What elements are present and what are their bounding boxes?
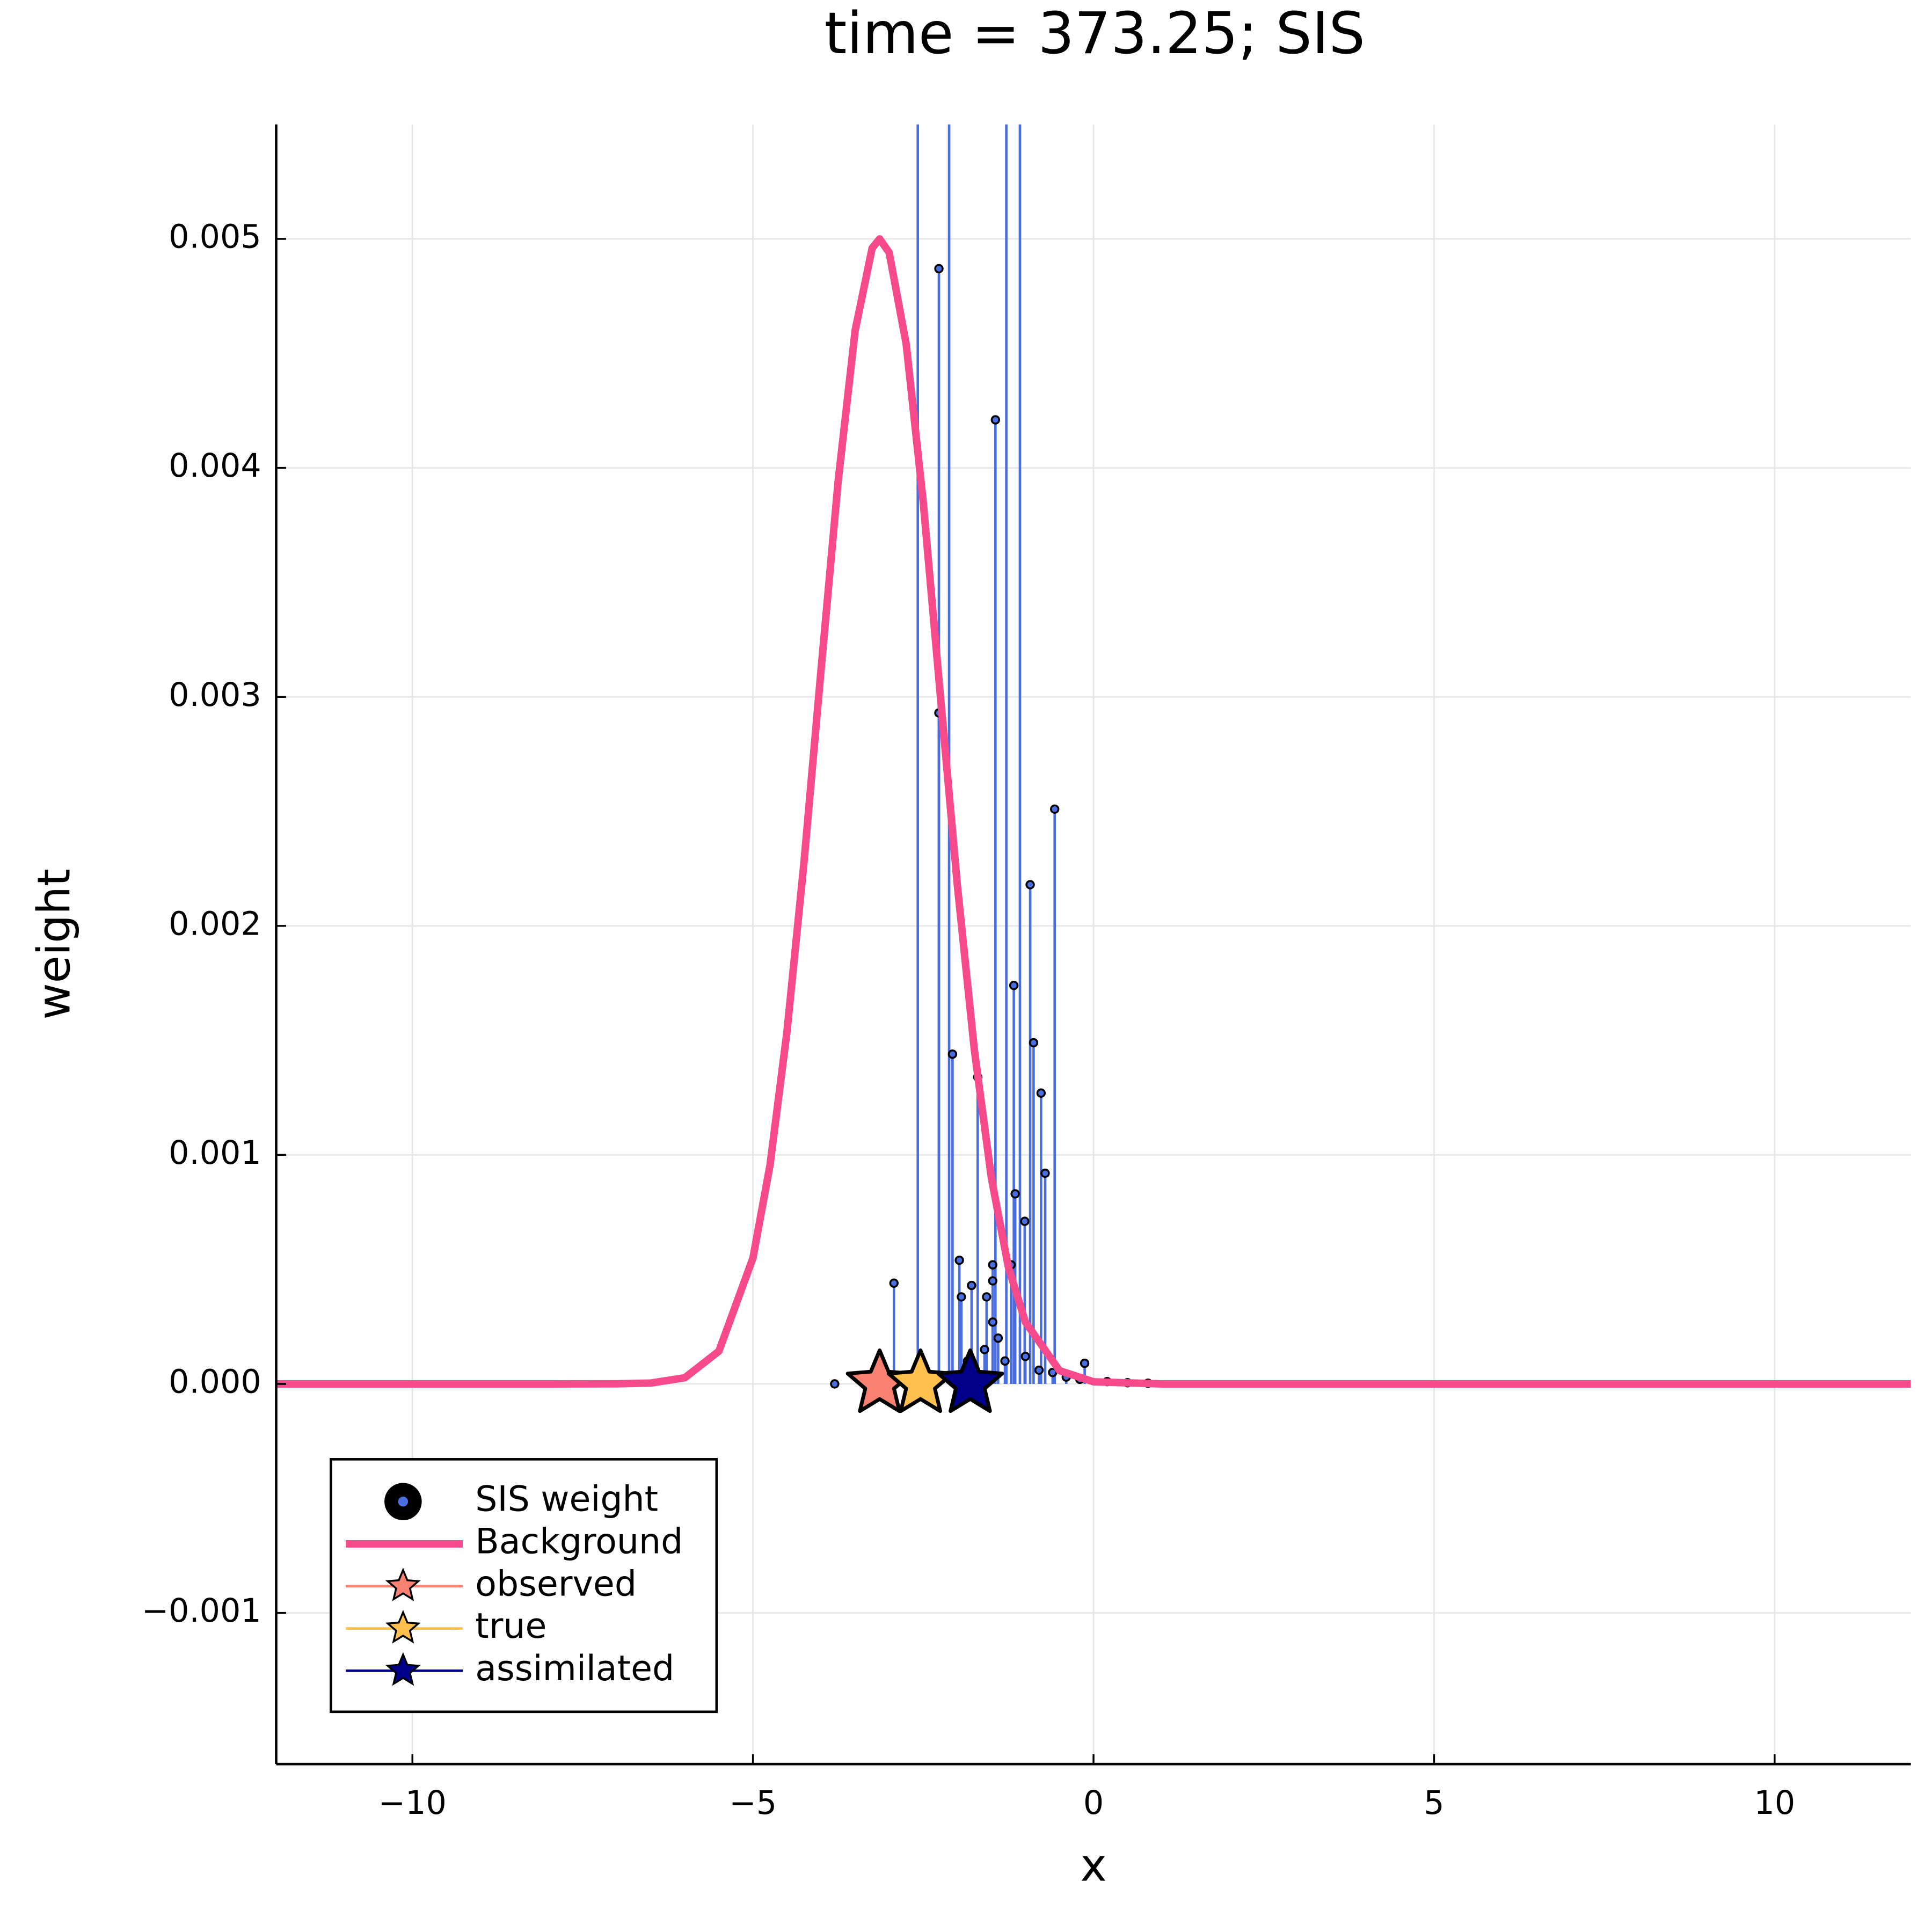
stem-marker: [993, 1333, 1003, 1343]
x-axis-label: x: [1080, 1840, 1106, 1892]
x-tick-label: 0: [1083, 1784, 1104, 1822]
stem-marker: [1020, 1352, 1030, 1361]
chart-title: time = 373.25; SIS: [825, 1, 1365, 67]
legend: SIS weightBackgroundobservedtrueassimila…: [330, 1458, 718, 1714]
legend-label: Background: [475, 1522, 683, 1562]
stem-marker: [1080, 1358, 1090, 1368]
stem-marker: [982, 1292, 991, 1302]
y-tick-label: 0.000: [169, 1364, 261, 1401]
legend-marker: [385, 1568, 421, 1601]
legend-label: SIS weight: [475, 1479, 658, 1520]
stem-marker: [1020, 1216, 1030, 1226]
stem-marker: [957, 1292, 966, 1302]
stem-marker: [988, 1276, 997, 1286]
legend-marker: [398, 1496, 409, 1507]
stem-marker: [889, 1278, 899, 1288]
legend-label: true: [475, 1606, 546, 1646]
star-marker: [936, 1348, 1004, 1413]
x-tick-label: −10: [378, 1784, 447, 1822]
x-tick-label: 5: [1424, 1784, 1444, 1822]
stem-marker: [988, 1260, 997, 1270]
stem-marker: [954, 1255, 964, 1265]
y-tick-label: 0.004: [169, 447, 261, 485]
x-tick-label: 10: [1754, 1784, 1796, 1822]
stem-marker: [1025, 880, 1035, 890]
ticks: −0.001 0.000 0.001 0.002 0.003 0.004 0.005 −10 −…: [142, 218, 1795, 1822]
stem-marker: [990, 415, 1001, 425]
y-tick-label: −0.001: [142, 1592, 261, 1630]
line: [276, 235, 1911, 1388]
y-tick-label: 0.003: [169, 676, 261, 714]
y-axis-label: weight: [28, 869, 81, 1019]
y-tick-label: 0.001: [169, 1134, 261, 1172]
stem-marker: [830, 1379, 840, 1389]
stem-marker: [1010, 1189, 1020, 1199]
stem-marker: [1034, 1365, 1044, 1375]
legend-marker: [385, 1652, 421, 1686]
stem-marker: [1036, 1088, 1046, 1098]
legend-marker: [385, 1609, 421, 1644]
y-tick-label: 0.005: [169, 218, 261, 256]
legend-label: assimilated: [475, 1649, 674, 1689]
stem-marker: [1009, 981, 1019, 990]
stem-marker: [947, 1049, 958, 1059]
stem-marker: [980, 1345, 989, 1354]
stem-marker: [967, 1280, 976, 1291]
stem-marker: [1040, 1168, 1050, 1178]
y-tick-label: 0.002: [169, 905, 261, 943]
legend-label: observed: [475, 1564, 637, 1604]
stem-marker: [1000, 1356, 1010, 1366]
stem-marker: [1029, 1038, 1039, 1048]
plot-area: [276, 124, 1911, 1413]
stem-marker: [1050, 804, 1060, 814]
stem-marker: [934, 264, 944, 274]
x-tick-label: −5: [729, 1784, 777, 1822]
stem-marker: [988, 1317, 997, 1327]
